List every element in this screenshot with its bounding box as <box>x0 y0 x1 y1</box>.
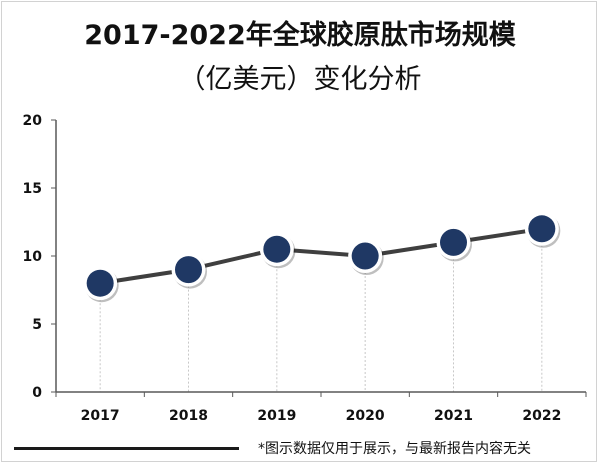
series-line-group <box>99 226 543 286</box>
y-tick-label: 5 <box>32 317 42 333</box>
footer-note: *图示数据仅用于展示，与最新报告内容无关 <box>258 441 531 457</box>
data-point <box>348 239 384 275</box>
x-tick-label: 2021 <box>434 408 473 424</box>
footer-rule <box>14 447 239 450</box>
x-tick-label: 2018 <box>169 408 208 424</box>
drop-lines <box>99 228 543 392</box>
y-axis-ticks: 0 5 10 15 20 <box>23 113 56 401</box>
chart-axes <box>55 120 586 393</box>
chart-title-line-2: （亿美元）变化分析 <box>178 64 422 95</box>
data-point <box>436 225 472 262</box>
chart-title-line-1: 2017-2022年全球胶原肽市场规模 <box>84 20 516 51</box>
data-point <box>171 252 207 289</box>
y-tick-label: 15 <box>23 181 42 197</box>
x-tick-label: 2019 <box>257 408 296 424</box>
data-markers <box>83 211 561 303</box>
x-tick-label: 2022 <box>522 408 561 424</box>
x-tick-label: 2017 <box>81 408 120 424</box>
y-tick-label: 10 <box>23 249 43 265</box>
series-line <box>99 226 543 286</box>
y-tick-label: 20 <box>23 113 43 129</box>
data-point <box>524 211 561 248</box>
y-tick-label: 0 <box>32 385 42 401</box>
x-axis-ticks: 2017 2018 2019 2020 2021 2022 <box>55 392 587 424</box>
data-point <box>259 232 296 269</box>
x-tick-label: 2020 <box>346 408 385 424</box>
data-point <box>83 266 119 303</box>
